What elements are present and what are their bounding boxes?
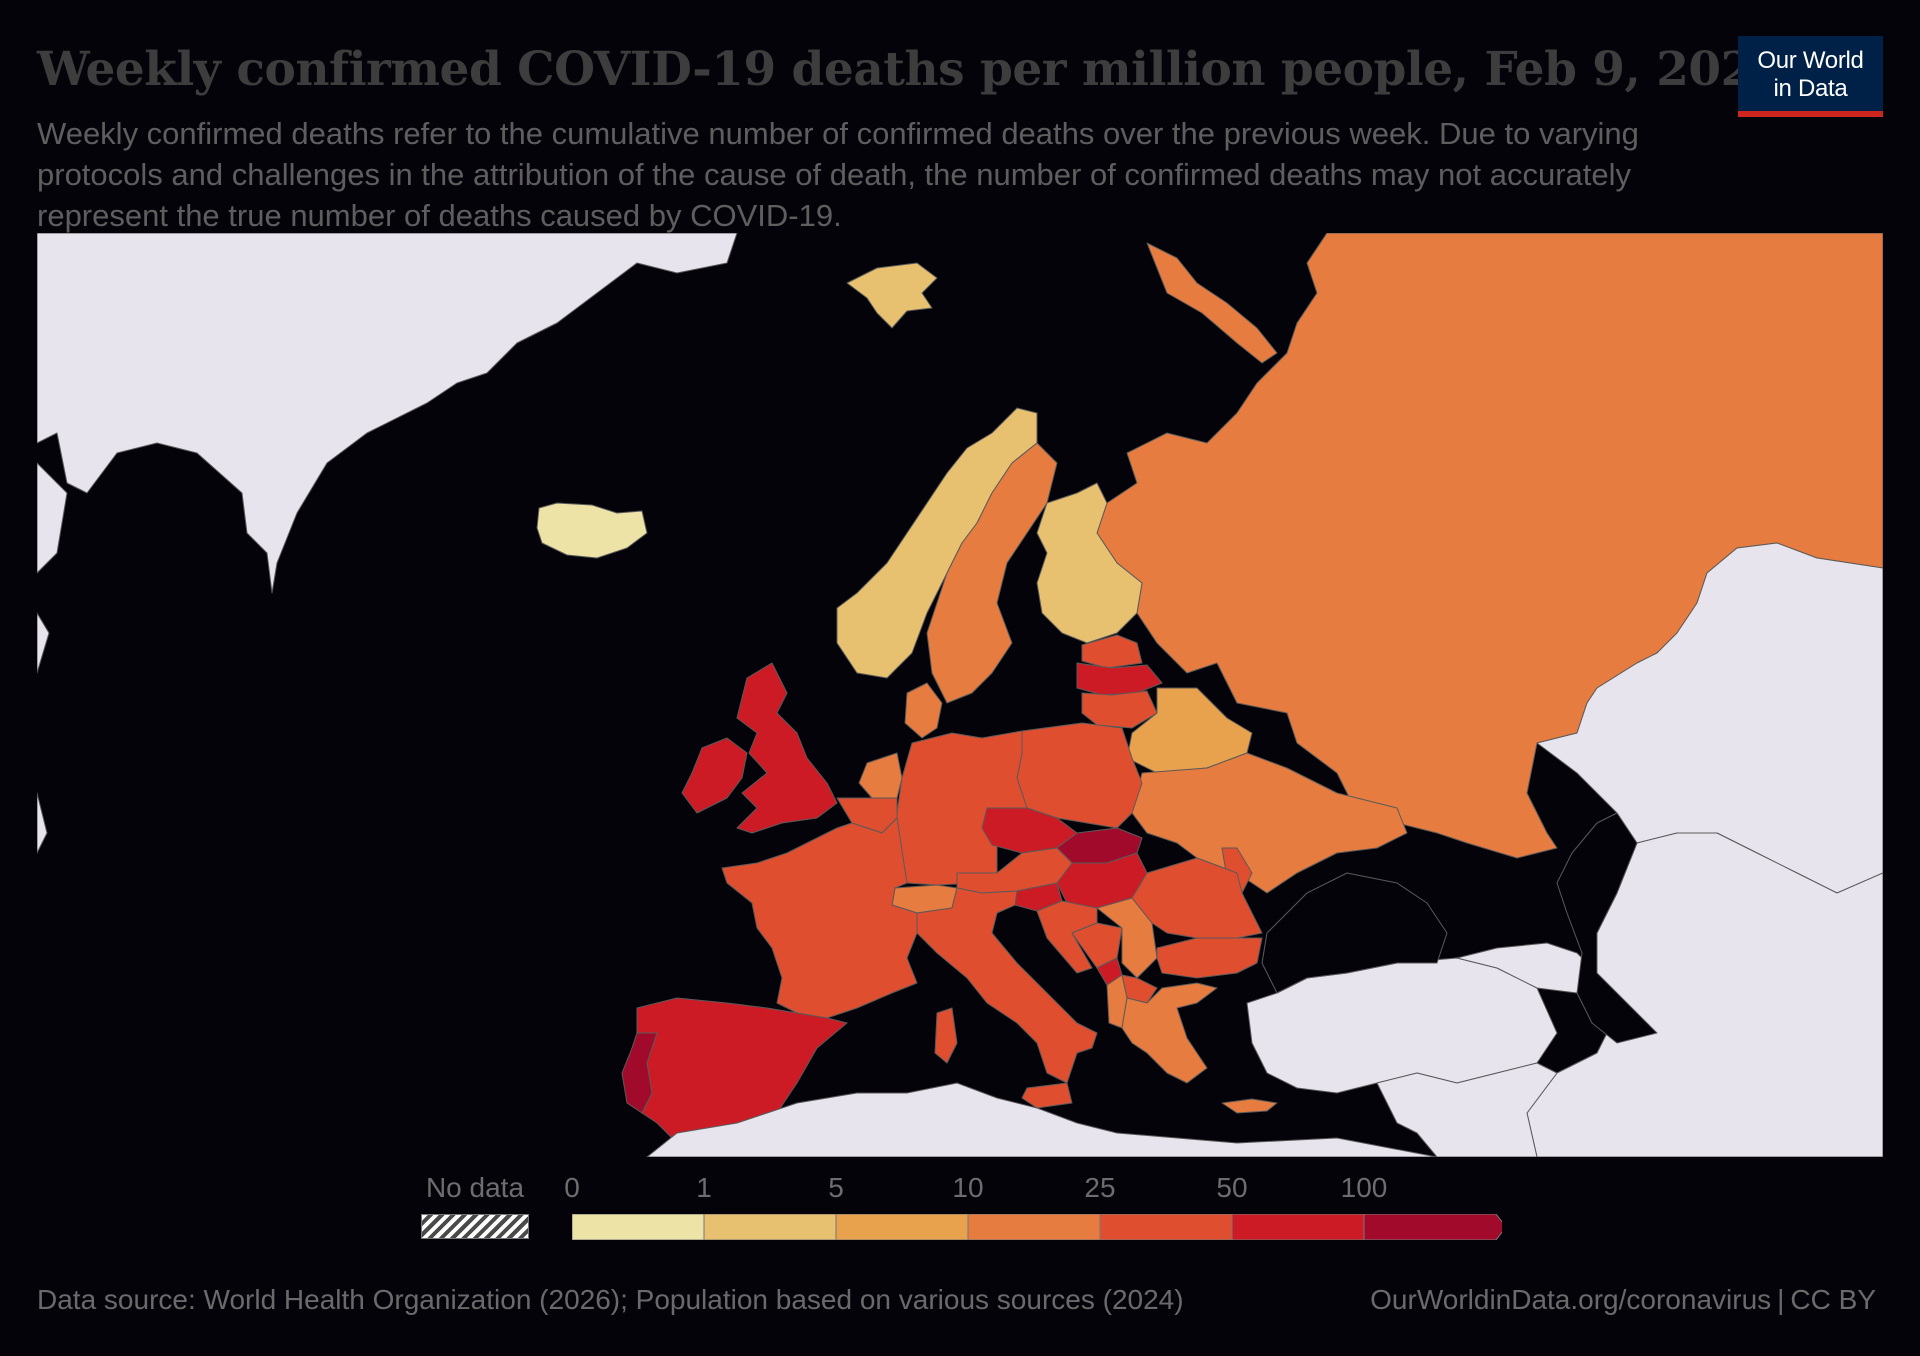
map-svg (37, 233, 1883, 1157)
region-finland[interactable] (1036, 482, 1143, 644)
legend-bin-0[interactable] (572, 1214, 705, 1240)
footer-separator: | (1777, 1284, 1785, 1315)
region-bosnia[interactable] (1071, 922, 1123, 969)
legend-no-data-swatch[interactable] (421, 1214, 529, 1239)
region-western-sahara-region[interactable] (37, 792, 48, 854)
region-black-sea (1261, 872, 1448, 994)
region-crete[interactable] (1221, 1098, 1278, 1114)
region-svalbard[interactable] (846, 262, 938, 329)
legend-no-data-label: No data (425, 1172, 525, 1203)
region-portugal[interactable] (621, 1032, 658, 1114)
region-italy[interactable] (916, 887, 1098, 1084)
region-sweden[interactable] (926, 442, 1058, 704)
footer-attribution: OurWorldinData.org/coronavirus | CC BY (1370, 1284, 1876, 1316)
legend-color-bar (572, 1214, 1502, 1240)
logo-line-2: in Data (1773, 75, 1848, 102)
region-greenland[interactable] (37, 233, 738, 594)
legend-bin-3[interactable] (967, 1214, 1101, 1240)
region-bulgaria[interactable] (1156, 937, 1263, 979)
region-middle-east[interactable] (1376, 1062, 1558, 1157)
chart-subtitle: Weekly confirmed deaths refer to the cum… (37, 116, 1639, 233)
region-denmark[interactable] (904, 682, 943, 739)
license-link[interactable]: CC BY (1790, 1284, 1876, 1315)
legend-tick-label: 25 (1084, 1172, 1116, 1203)
region-north-africa[interactable] (646, 1082, 1438, 1157)
legend-tick-label: 0 (564, 1172, 580, 1203)
legend-tick-label: 1 (696, 1172, 712, 1203)
legend-tick-label: 5 (828, 1172, 844, 1203)
region-sardinia[interactable] (934, 1007, 958, 1064)
legend-bin-4[interactable] (1099, 1214, 1233, 1240)
region-greece[interactable] (1121, 982, 1218, 1084)
region-estonia[interactable] (1081, 634, 1143, 669)
region-sicily[interactable] (1021, 1082, 1073, 1109)
legend-tick-label: 10 (952, 1172, 984, 1203)
region-ireland[interactable] (681, 737, 748, 814)
legend-bin-1[interactable] (703, 1214, 837, 1240)
chart-title: Weekly confirmed COVID-19 deaths per mil… (37, 42, 1786, 97)
region-caspian-sea (1556, 812, 1658, 1044)
region-latvia[interactable] (1076, 662, 1163, 696)
legend-tick-label: 100 (1340, 1172, 1388, 1203)
region-canada-islands[interactable] (37, 462, 68, 674)
coronavirus-link[interactable]: OurWorldinData.org/coronavirus (1370, 1284, 1772, 1315)
owid-logo[interactable]: Our World in Data (1738, 36, 1883, 117)
legend-tick-label: 50 (1216, 1172, 1248, 1203)
region-russia-north-coast[interactable] (1146, 242, 1278, 364)
region-united-kingdom[interactable] (736, 662, 838, 834)
legend-bin-2[interactable] (835, 1214, 969, 1240)
region-lithuania[interactable] (1081, 690, 1158, 729)
legend-bin-5[interactable] (1231, 1214, 1365, 1240)
choropleth-map[interactable] (37, 233, 1883, 1157)
data-source-note: Data source: World Health Organization (… (37, 1284, 1184, 1315)
region-ukraine[interactable] (1131, 752, 1408, 894)
logo-line-1: Our World (1757, 47, 1864, 74)
region-iceland[interactable] (536, 502, 648, 559)
legend-bin-6[interactable] (1363, 1214, 1502, 1240)
